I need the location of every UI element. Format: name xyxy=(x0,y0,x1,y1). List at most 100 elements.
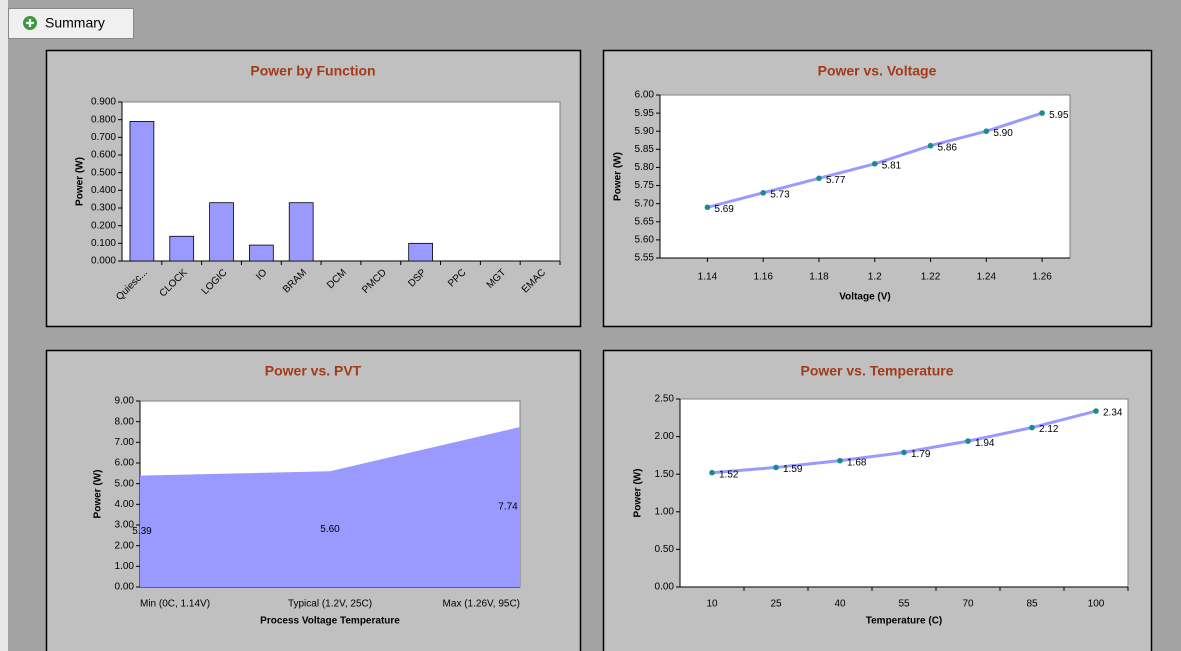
value-label: 5.60 xyxy=(320,524,340,535)
y-tick-label: 5.85 xyxy=(635,144,655,155)
x-tick-label: Max (1.26V, 95C) xyxy=(443,599,520,610)
x-tick-label: 1.22 xyxy=(921,272,941,283)
y-tick-label: 1.00 xyxy=(655,506,675,517)
y-tick-label: 0.800 xyxy=(91,114,116,125)
y-tick-label: 5.75 xyxy=(635,180,655,191)
x-tick-label: 1.26 xyxy=(1032,272,1052,283)
left-strip xyxy=(0,0,8,651)
y-axis-label: Power (W) xyxy=(93,470,104,519)
x-tick-label: Min (0C, 1.14V) xyxy=(140,599,210,610)
y-tick-label: 0.100 xyxy=(91,238,116,249)
x-tick-label: 25 xyxy=(770,599,782,610)
plot-area xyxy=(679,398,1129,588)
value-label: 5.95 xyxy=(1049,110,1069,121)
y-tick-label: 3.00 xyxy=(115,520,135,531)
y-tick-label: 5.90 xyxy=(635,126,655,137)
x-tick-label: 1.18 xyxy=(809,272,829,283)
y-tick-label: 6.00 xyxy=(115,458,135,469)
bar xyxy=(209,202,234,262)
y-tick-label: 5.00 xyxy=(115,478,135,489)
value-label: 5.90 xyxy=(993,128,1013,139)
x-tick-label: 85 xyxy=(1026,599,1038,610)
y-tick-label: 9.00 xyxy=(115,396,135,407)
x-axis-label: Process Voltage Temperature xyxy=(260,616,400,627)
x-tick-label: 1.14 xyxy=(698,272,718,283)
value-label: 5.39 xyxy=(132,526,152,537)
marker xyxy=(1039,110,1045,116)
y-tick-label: 0.500 xyxy=(91,167,116,178)
y-tick-label: 2.00 xyxy=(115,540,135,551)
y-tick-label: 0.000 xyxy=(91,256,116,267)
y-tick-label: 0.00 xyxy=(115,582,135,593)
marker xyxy=(709,469,715,476)
marker xyxy=(901,449,907,456)
y-axis-label: Power (W) xyxy=(633,469,644,518)
value-label: 1.59 xyxy=(783,464,803,475)
chart-title: Power vs. Voltage xyxy=(818,63,937,79)
marker xyxy=(1029,424,1035,431)
y-tick-label: 0.00 xyxy=(655,582,675,593)
y-tick-label: 5.70 xyxy=(635,198,655,209)
marker xyxy=(983,128,990,135)
x-tick-label: 55 xyxy=(898,599,910,610)
y-tick-label: 8.00 xyxy=(115,416,135,427)
y-tick-label: 6.00 xyxy=(635,90,655,101)
y-tick-label: 1.50 xyxy=(655,469,675,480)
value-label: 1.79 xyxy=(911,449,931,460)
y-tick-label: 5.80 xyxy=(635,162,655,173)
value-label: 5.73 xyxy=(770,189,790,200)
marker xyxy=(1093,408,1099,414)
x-tick-label: 100 xyxy=(1088,599,1105,610)
value-label: 1.68 xyxy=(847,457,867,468)
marker xyxy=(927,142,934,149)
tab-icon-plus xyxy=(26,19,34,27)
y-tick-label: 4.00 xyxy=(115,499,135,510)
chart-panel: Power by Function Power (W) 0.000 0.100 0.20… xyxy=(45,49,582,328)
chart-panel: Power vs. PVT Power (W) Process Voltage Te… xyxy=(45,349,582,651)
y-axis-label: Power (W) xyxy=(613,152,624,201)
x-tick-label: 1.16 xyxy=(753,272,773,283)
bar xyxy=(169,235,195,262)
value-label: 7.74 xyxy=(498,502,518,513)
marker xyxy=(837,457,843,464)
value-label: 5.69 xyxy=(714,204,734,215)
x-axis-label: Voltage (V) xyxy=(839,292,890,303)
x-tick-label: 1.2 xyxy=(868,272,882,283)
summary-tab[interactable]: Summary xyxy=(8,8,134,39)
y-axis-label: Power (W) xyxy=(75,157,86,206)
y-tick-label: 0.700 xyxy=(91,132,116,143)
value-label: 2.12 xyxy=(1039,424,1059,435)
chart-panel: Power vs. Voltage Power (W) Voltage (V) 5.5… xyxy=(602,49,1153,328)
marker xyxy=(704,204,711,211)
value-label: 5.86 xyxy=(938,142,958,153)
value-label: 2.34 xyxy=(1103,408,1123,419)
bar xyxy=(408,242,433,262)
chart-title: Power by Function xyxy=(250,63,375,79)
y-tick-label: 5.60 xyxy=(635,235,655,246)
y-tick-label: 2.00 xyxy=(655,431,675,442)
x-tick-label: 40 xyxy=(834,599,846,610)
y-tick-label: 0.600 xyxy=(91,150,116,161)
y-tick-label: 0.400 xyxy=(91,185,116,196)
x-tick-label: Typical (1.2V, 25C) xyxy=(288,599,372,610)
x-tick-label: 1.24 xyxy=(977,272,997,283)
plot-area xyxy=(659,94,1071,259)
marker xyxy=(871,161,878,167)
value-label: 5.81 xyxy=(882,160,902,171)
bar xyxy=(288,202,314,262)
y-tick-label: 0.300 xyxy=(91,203,116,214)
y-tick-label: 2.50 xyxy=(655,394,675,405)
marker xyxy=(816,175,822,182)
y-tick-label: 1.00 xyxy=(115,561,135,572)
y-tick-label: 0.900 xyxy=(91,97,116,108)
y-tick-label: 0.200 xyxy=(91,220,116,231)
area xyxy=(140,427,520,587)
chart-title: Power vs. PVT xyxy=(265,363,362,379)
value-label: 5.77 xyxy=(826,175,846,186)
chart-title: Power vs. Temperature xyxy=(800,363,953,379)
y-tick-label: 5.65 xyxy=(635,216,655,227)
value-label: 1.94 xyxy=(975,438,995,449)
tab-label[interactable]: Summary xyxy=(45,15,105,31)
